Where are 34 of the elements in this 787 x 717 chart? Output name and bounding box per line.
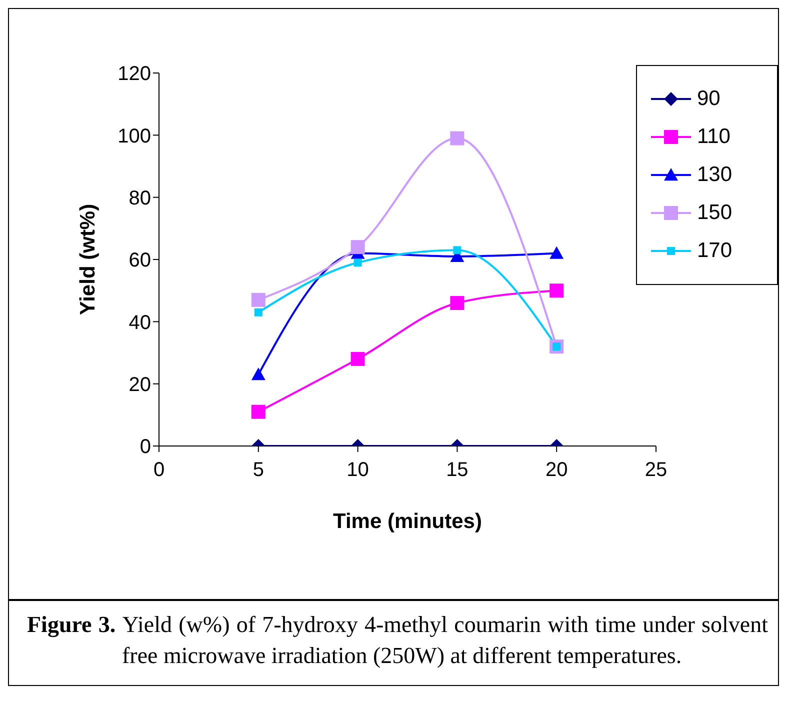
x-tick-label: 5 — [252, 459, 264, 482]
point — [550, 284, 564, 298]
legend-label: 150 — [697, 201, 732, 225]
x-tick-label: 0 — [153, 459, 165, 482]
point — [251, 368, 266, 380]
x-tick-label: 10 — [346, 459, 369, 482]
legend-label: 130 — [697, 163, 732, 187]
point — [254, 308, 262, 316]
x-tick-label: 25 — [644, 459, 668, 482]
legend-label: 110 — [697, 125, 730, 149]
y-tick-label: 20 — [128, 374, 151, 396]
y-axis-title: Yield (wt%) — [76, 204, 100, 316]
point — [251, 404, 266, 419]
caption: Figure 3. — [27, 612, 117, 637]
point — [354, 258, 362, 267]
x-tick-label: 20 — [545, 459, 568, 482]
x-axis-title: Time (minutes) — [333, 510, 482, 533]
point — [450, 296, 464, 310]
x-tick-label: 15 — [446, 459, 468, 482]
point — [453, 246, 462, 254]
y-tick-label: 40 — [128, 312, 151, 334]
legend-label: 170 — [697, 239, 732, 263]
point — [350, 240, 365, 254]
point — [550, 246, 564, 259]
y-tick-label: 120 — [118, 63, 151, 86]
y-tick-label: 80 — [128, 187, 151, 210]
y-tick-label: 100 — [118, 125, 151, 148]
legend-label: 90 — [697, 87, 720, 111]
y-tick-label: 0 — [140, 436, 151, 458]
y-tick-label: 60 — [128, 250, 151, 272]
point — [350, 352, 365, 366]
point — [251, 292, 266, 307]
point — [450, 131, 464, 146]
text: Yield (w%) of 7-hydroxy 4-methyl coumarin with time under solvent free microwave irradiation (250W) at different temperatures. — [122, 612, 768, 668]
